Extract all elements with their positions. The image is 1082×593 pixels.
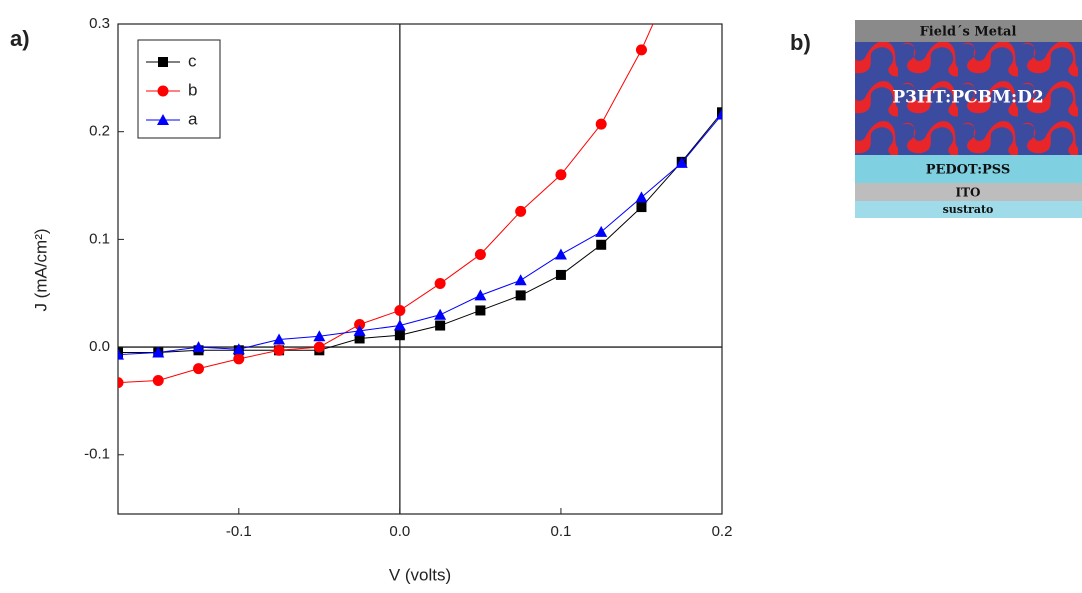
marker [636,202,647,213]
marker [434,278,446,290]
y-tick-label: 0.1 [89,230,110,247]
marker [514,274,527,286]
y-tick-label: 0.2 [89,123,110,140]
marker [233,353,245,365]
layer [855,183,1082,201]
marker [313,341,325,353]
plot-frame [117,23,723,515]
marker [554,248,567,260]
marker [474,248,486,260]
y-tick-label: -0.1 [84,446,110,463]
layer [855,20,1082,42]
y-axis-label: J (mA/cm²) [31,228,50,311]
marker [353,324,366,336]
marker [354,318,366,330]
marker [635,191,648,203]
legend-label: c [188,51,197,70]
layer-diagram: Field´s Metal P3HT:PCBM:D2 PEDOT:PSS ITO… [855,20,1082,218]
marker [118,348,124,360]
marker [273,344,285,356]
y-tick-label: 0.0 [89,338,110,355]
marker [354,333,365,344]
x-tick-label: -0.1 [226,523,252,540]
marker [393,319,406,331]
marker [717,107,722,118]
marker [555,169,567,181]
marker [158,57,168,67]
marker [434,308,447,320]
marker [273,333,286,345]
x-tick-label: 0.1 [551,523,572,540]
panel-label: b) [790,30,811,55]
marker [232,343,245,355]
plot-area [118,24,722,389]
layer [855,155,1082,183]
y-tick-label: 0.3 [89,15,110,32]
legend-label: b [188,80,197,99]
x-tick-label: 0.0 [389,523,410,540]
marker [152,346,165,358]
layer-label: P3HT:PCBM:D2 [892,88,1043,108]
layer-label: ITO [956,186,981,200]
marker [474,289,487,301]
layer [855,42,1082,155]
marker [157,85,169,97]
marker [313,330,326,342]
marker [152,374,164,386]
marker [675,156,688,168]
marker [435,320,446,331]
marker [515,290,526,301]
x-tick-label: 0.2 [712,523,733,540]
marker [192,341,205,353]
layer-label: sustrato [943,203,994,216]
marker [193,363,205,375]
marker [118,347,123,358]
marker [596,239,607,250]
legend-box [137,39,221,139]
marker [555,269,566,280]
x-axis-label: V (volts) [389,565,451,584]
legend-label: a [188,109,198,128]
marker [515,205,527,217]
marker [635,44,647,56]
marker [157,114,169,125]
marker [394,330,405,341]
marker [118,377,124,389]
series-line [118,114,722,356]
layer-label: Field´s Metal [920,25,1017,40]
layer-label: PEDOT:PSS [926,163,1011,178]
series-line [118,111,722,353]
layer [855,201,1082,218]
marker [595,225,608,237]
marker [595,118,607,130]
marker [475,305,486,316]
panel-label: a) [10,26,30,51]
marker [716,108,722,120]
marker [394,304,406,316]
